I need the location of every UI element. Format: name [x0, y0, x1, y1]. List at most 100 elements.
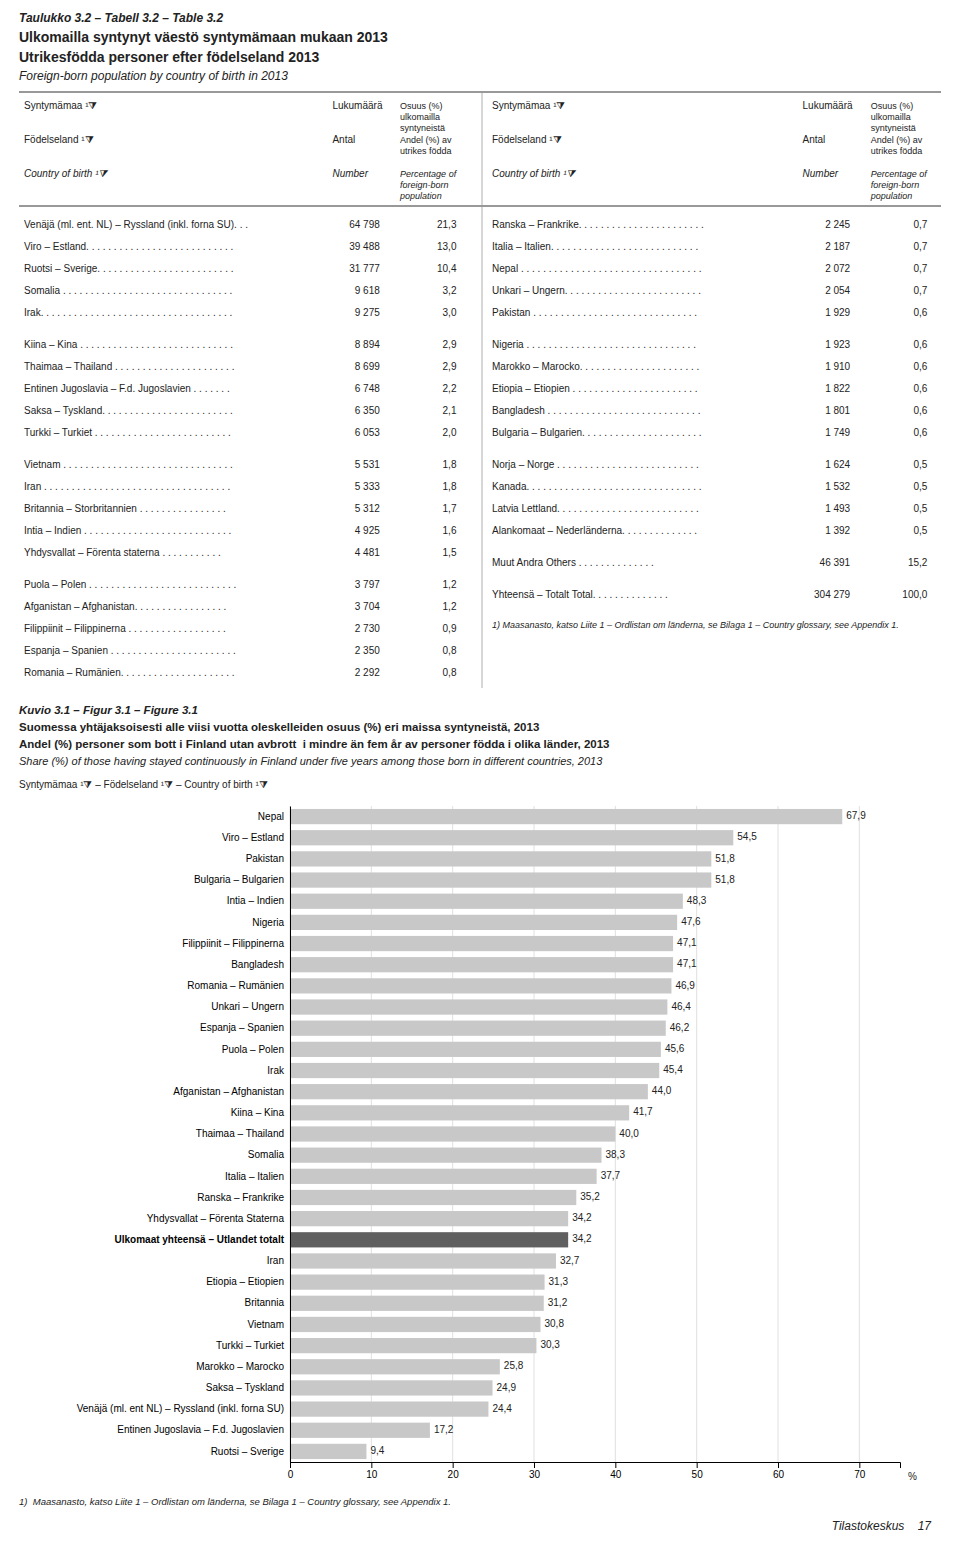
table-cell: 1 392 [825, 525, 850, 536]
table-cell: Intia – Indien . . . . . . . . . . . . .… [24, 525, 231, 536]
table-cell: Kiina – Kina . . . . . . . . . . . . . .… [24, 339, 233, 350]
y-tick: Italia – Italien [225, 1171, 284, 1182]
table-cell: Etiopia – Etiopien . . . . . . . . . . .… [492, 383, 698, 394]
chart: Kuvio 3.1 – Figur 3.1 – Figure 3.1Suomes… [19, 704, 917, 1482]
table-cell: 0,7 [913, 219, 927, 230]
table-cell: Nepal . . . . . . . . . . . . . . . . . … [492, 263, 702, 274]
y-axis-line [290, 807, 291, 1463]
bar [290, 809, 842, 824]
table-cell: Irak. . . . . . . . . . . . . . . . . . … [24, 307, 232, 318]
y-tick-label: Venäjä (ml. ent NL) – Ryssland (inkl. fo… [77, 1403, 284, 1414]
data-label: 17,2 [434, 1424, 454, 1435]
x-axis-label: % [908, 1471, 917, 1482]
table-header: Country of birth ¹⧩ [24, 168, 109, 179]
y-tick-label: Iran [267, 1255, 284, 1266]
table-cell: Yhdysvallat – Förenta staterna . . . . .… [24, 547, 221, 558]
table-cell: 2 245 [825, 219, 850, 230]
chart-subtitle: Suomessa yhtäjaksoisesti alle viisi vuot… [19, 721, 539, 733]
x-tick-label: 60 [773, 1469, 785, 1480]
chart-subtitle: Share (%) of those having stayed continu… [19, 755, 603, 767]
table-cell: 6 748 [355, 383, 380, 394]
table-header: Antal [803, 134, 826, 145]
table-header: Antal [332, 134, 355, 145]
x-axis-line [291, 1463, 901, 1469]
bar [290, 872, 711, 887]
table-cell: 31 777 [349, 263, 380, 274]
y-tick: Iran [267, 1255, 284, 1266]
data-label: 47,1 [677, 958, 697, 969]
page-title: Utrikesfödda personer efter födelseland … [19, 49, 320, 65]
x-tick-label: 20 [448, 1469, 460, 1480]
x-tick-label: 70 [854, 1469, 866, 1480]
table-cell: 0,5 [913, 459, 927, 470]
bar [290, 978, 671, 993]
y-tick: Venäjä (ml. ent NL) – Ryssland (inkl. fo… [77, 1403, 284, 1414]
y-tick-label: Ranska – Frankrike [197, 1192, 284, 1203]
table-cell: Muut Andra Others . . . . . . . . . . . … [492, 557, 654, 568]
data-label: 30,3 [540, 1339, 560, 1350]
x-tick: 20 [448, 1462, 460, 1480]
y-tick-label: Filippiinit – Filippinerna [182, 938, 284, 949]
table-cell: Ranska – Frankrike. . . . . . . . . . . … [492, 219, 704, 230]
table-cell: Vietnam . . . . . . . . . . . . . . . . … [24, 459, 233, 470]
x-axis: 010203040506070 [288, 1462, 901, 1480]
table-cell: 2 350 [355, 645, 380, 656]
table-cell: 1 493 [825, 503, 850, 514]
y-tick-label: Nepal [258, 811, 284, 822]
grid-line [859, 806, 860, 1462]
table-cell: 2,9 [443, 361, 457, 372]
table-header: Percentage of [400, 169, 458, 179]
y-tick: Espanja – Spanien [200, 1022, 284, 1033]
table-cell: Afganistan – Afghanistan. . . . . . . . … [24, 601, 226, 612]
table-cell: Somalia . . . . . . . . . . . . . . . . … [24, 285, 232, 296]
x-tick-label: 50 [692, 1469, 704, 1480]
table-cell: 2 054 [825, 285, 850, 296]
table-cell: Filippiinit – Filippinerna . . . . . . .… [24, 623, 226, 634]
table-header: foreign-born [400, 180, 449, 190]
table-cell: Viro – Estland. . . . . . . . . . . . . … [24, 241, 233, 252]
x-tick-mark [371, 1462, 372, 1468]
table-cell: 5 333 [355, 481, 380, 492]
table-cell: Turkki – Turkiet . . . . . . . . . . . .… [24, 427, 231, 438]
table-cell: 0,7 [913, 263, 927, 274]
data-label: 37,7 [601, 1170, 621, 1181]
table-header: utrikes födda [871, 146, 923, 156]
table-header: syntyneistä [871, 123, 916, 133]
data-label: 48,3 [687, 895, 707, 906]
table-cell: 1 923 [825, 339, 850, 350]
table-header: Syntymämaa ¹⧩ [492, 100, 565, 111]
table-header: ulkomailla [871, 112, 911, 122]
bar [290, 1253, 556, 1268]
header-rule [19, 206, 941, 207]
table-header: Andel (%) av [871, 135, 923, 145]
y-tick-label: Italia – Italien [225, 1171, 284, 1182]
x-tick-mark [534, 1462, 535, 1468]
table-cell: 1 929 [825, 307, 850, 318]
x-tick-mark [697, 1462, 698, 1468]
table-cell: 0,7 [913, 285, 927, 296]
table-header: Födelseland ¹⧩ [492, 134, 562, 145]
table-cell: 10,4 [437, 263, 457, 274]
y-tick: Viro – Estland [222, 832, 284, 843]
table-cell: 6 350 [355, 405, 380, 416]
data-label: 67,9 [846, 810, 866, 821]
bar [290, 915, 677, 930]
data-label: 34,2 [572, 1212, 592, 1223]
y-tick: Pakistan [246, 853, 284, 864]
table-cell: 8 699 [355, 361, 380, 372]
table-cell: 0,8 [443, 667, 457, 678]
y-tick-label: Etiopia – Etiopien [206, 1276, 284, 1287]
data-label: 34,2 [572, 1233, 592, 1244]
table-header: Percentage of [871, 169, 929, 179]
y-tick: Puola – Polen [222, 1044, 284, 1055]
table-cell: Puola – Polen . . . . . . . . . . . . . … [24, 579, 236, 590]
x-tick-mark [859, 1462, 860, 1468]
y-tick-label: Yhdysvallat – Förenta Staterna [147, 1213, 285, 1224]
y-tick: Yhdysvallat – Förenta Staterna [147, 1213, 285, 1224]
table-cell: 304 279 [814, 589, 851, 600]
table-cell: 4 481 [355, 547, 380, 558]
y-tick-label: Bulgaria – Bulgarien [194, 874, 284, 885]
table-cell: 0,5 [913, 525, 927, 536]
y-axis-label: Syntymämaa ¹⧩ – Födelseland ¹⧩ – Country… [19, 779, 268, 790]
y-tick: Britannia [245, 1297, 285, 1308]
